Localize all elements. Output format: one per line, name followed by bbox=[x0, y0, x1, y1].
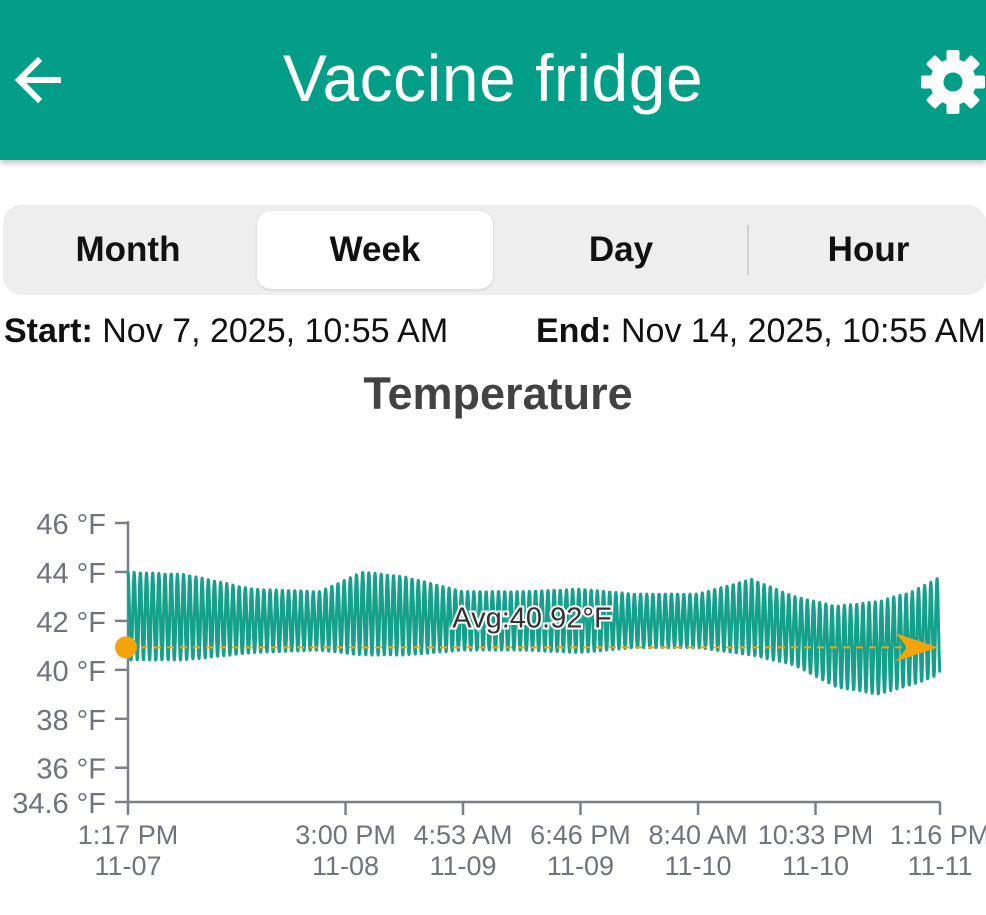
tab-hour[interactable]: Hour bbox=[827, 230, 910, 269]
x-tick-label: 6:46 PM bbox=[530, 820, 631, 850]
tab-divider bbox=[747, 225, 749, 275]
x-tick-date: 11-08 bbox=[312, 851, 379, 881]
temperature-series-line bbox=[126, 570, 942, 696]
end-label: End: bbox=[536, 312, 612, 350]
arrow-left-icon bbox=[14, 56, 61, 104]
gear-icon bbox=[921, 50, 985, 114]
end-range: End: Nov 14, 2025, 10:55 AM bbox=[536, 312, 986, 351]
y-tick-label: 46 °F bbox=[36, 509, 106, 541]
time-range-tabs: Month Week Day Hour bbox=[3, 205, 986, 295]
x-tick-date: 11-09 bbox=[429, 851, 496, 881]
start-range: Start: Nov 7, 2025, 10:55 AM bbox=[4, 312, 448, 351]
page-title: Vaccine fridge bbox=[282, 41, 704, 115]
x-tick-label: 10:33 PM bbox=[758, 820, 874, 850]
y-tick-label: 44 °F bbox=[36, 558, 106, 590]
x-tick-label: 8:40 AM bbox=[649, 820, 748, 850]
x-tick-date: 11-10 bbox=[665, 851, 732, 881]
tab-month[interactable]: Month bbox=[75, 230, 181, 269]
average-arrow-icon bbox=[896, 633, 938, 662]
x-tick-date: 11-07 bbox=[94, 851, 161, 881]
end-value: Nov 14, 2025, 10:55 AM bbox=[621, 312, 986, 350]
settings-button[interactable] bbox=[914, 46, 986, 118]
x-tick-label: 1:17 PM bbox=[78, 820, 179, 850]
x-tick-label: 3:00 PM bbox=[295, 820, 396, 850]
x-tick-date: 11-11 bbox=[907, 851, 972, 881]
temperature-chart: 46 °F44 °F42 °F40 °F38 °F36 °F34.6 °F1:1… bbox=[12, 509, 986, 881]
average-start-dot bbox=[115, 636, 137, 659]
tab-week[interactable]: Week bbox=[257, 211, 493, 289]
x-tick-label: 1:16 PM bbox=[890, 820, 986, 850]
x-tick-label: 4:53 AM bbox=[413, 820, 512, 850]
x-tick-date: 11-09 bbox=[547, 851, 614, 881]
chart-title: Temperature bbox=[363, 368, 633, 419]
y-tick-label: 36 °F bbox=[36, 754, 106, 786]
start-label: Start: bbox=[4, 312, 93, 350]
y-tick-label: 42 °F bbox=[36, 607, 106, 639]
y-tick-label: 34.6 °F bbox=[12, 788, 106, 820]
x-tick-date: 11-10 bbox=[782, 851, 849, 881]
app-bar: Vaccine fridge bbox=[0, 0, 986, 160]
start-value: Nov 7, 2025, 10:55 AM bbox=[102, 312, 449, 350]
average-label: Avg:40.92°F bbox=[452, 602, 611, 634]
y-tick-label: 40 °F bbox=[36, 656, 106, 688]
back-button[interactable] bbox=[8, 50, 68, 110]
tab-day[interactable]: Day bbox=[588, 230, 654, 269]
y-tick-label: 38 °F bbox=[36, 705, 106, 737]
